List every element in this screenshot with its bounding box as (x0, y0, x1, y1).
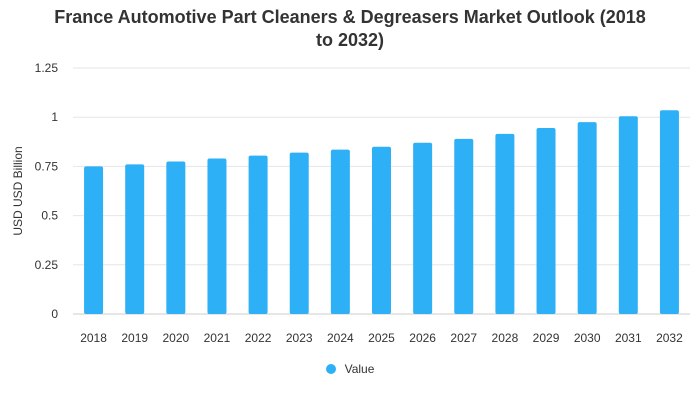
x-tick-label: 2030 (574, 331, 601, 345)
x-tick-label: 2028 (492, 331, 519, 345)
x-tick-label: 2031 (615, 331, 642, 345)
x-tick-label: 2026 (409, 331, 436, 345)
y-tick-labels: 0 0.25 0.5 0.75 1 1.25 (35, 61, 59, 321)
y-axis-label: USD USD Billion (11, 146, 25, 235)
x-tick-label: 2023 (286, 331, 313, 345)
bar-2019[interactable] (125, 164, 145, 314)
x-tick-label: 2021 (204, 331, 231, 345)
x-tick-label: 2027 (450, 331, 477, 345)
bar-2018[interactable] (84, 166, 104, 314)
bar-2022[interactable] (248, 155, 268, 314)
bar-2032[interactable] (659, 110, 679, 314)
y-tick-label: 0.25 (35, 258, 59, 272)
bar-2027[interactable] (454, 138, 474, 314)
bar-2029[interactable] (536, 128, 556, 314)
y-tick-label: 0.5 (41, 209, 58, 223)
bar-2023[interactable] (289, 152, 309, 314)
bar-2028[interactable] (495, 133, 515, 314)
x-tick-label: 2024 (327, 331, 354, 345)
x-tick-label: 2025 (368, 331, 395, 345)
chart-title-line-1: France Automotive Part Cleaners & Degrea… (54, 7, 646, 27)
bar-2024[interactable] (330, 149, 350, 314)
x-tick-label: 2018 (80, 331, 107, 345)
bar-2020[interactable] (166, 161, 186, 314)
bar-2021[interactable] (207, 158, 227, 314)
legend[interactable]: Value (0, 362, 700, 376)
legend-swatch (325, 364, 336, 374)
bar-2031[interactable] (618, 116, 638, 314)
y-tick-label: 0 (51, 307, 58, 321)
x-tick-labels: 2018 2019 2020 2021 2022 2023 2024 2025 2026 2027… (80, 331, 683, 345)
bar-2026[interactable] (413, 142, 433, 314)
x-tick-label: 2022 (245, 331, 272, 345)
y-tick-label: 1.25 (35, 61, 59, 75)
chart-title-line-2: to 2032) (315, 30, 385, 50)
y-tick-label: 1 (51, 110, 58, 124)
x-tick-label: 2029 (533, 331, 560, 345)
x-tick-label: 2020 (162, 331, 189, 345)
y-tick-label: 0.75 (35, 159, 59, 173)
bars (84, 110, 679, 315)
chart-title: France Automotive Part Cleaners & Degrea… (0, 6, 700, 52)
legend-label: Value (344, 362, 375, 376)
bar-2030[interactable] (577, 122, 597, 315)
x-tick-label: 2032 (656, 331, 683, 345)
x-tick-label: 2019 (121, 331, 148, 345)
bar-2025[interactable] (372, 146, 391, 314)
